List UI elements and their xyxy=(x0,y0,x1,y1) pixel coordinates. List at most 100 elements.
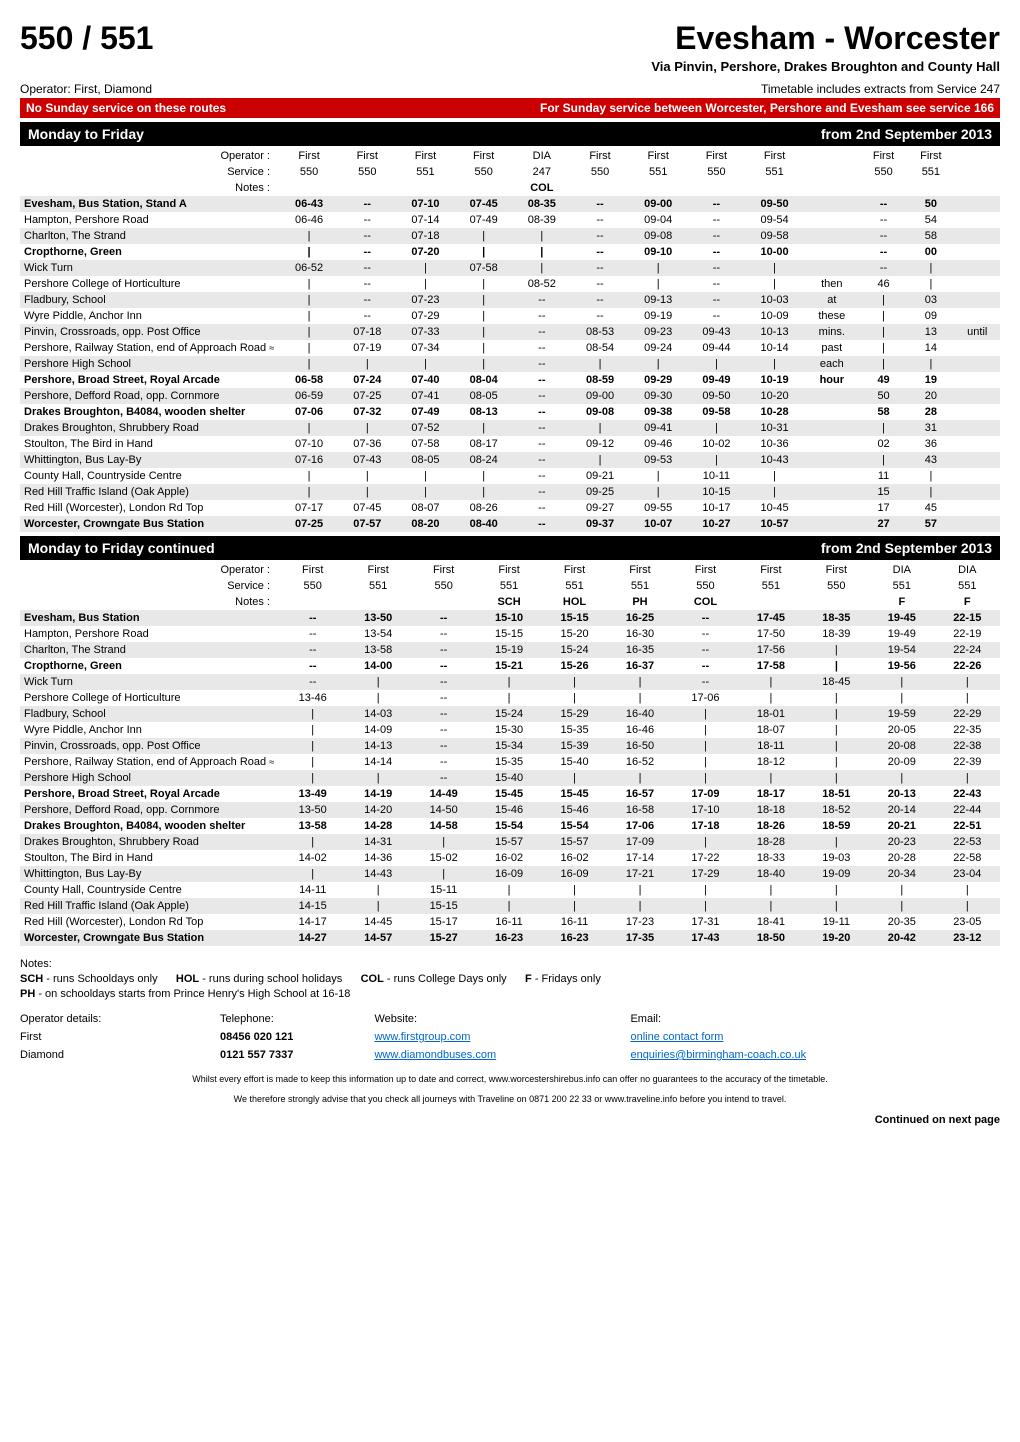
time-cell: | xyxy=(673,722,738,738)
time-cell: | xyxy=(455,420,513,436)
header-cell: First xyxy=(396,148,454,164)
time-cell: 07-24 xyxy=(338,372,396,388)
time-cell: | xyxy=(687,452,745,468)
header-cell xyxy=(738,594,803,610)
table-row: Red Hill (Worcester), London Rd Top07-17… xyxy=(20,500,1000,516)
stop-name: Cropthorne, Green xyxy=(20,244,280,260)
time-cell: -- xyxy=(411,658,476,674)
time-cell: 31 xyxy=(907,420,954,436)
link[interactable]: online contact form xyxy=(630,1031,723,1043)
header-cell: 551 xyxy=(607,578,672,594)
time-cell: 14-19 xyxy=(345,786,410,802)
time-cell: 07-43 xyxy=(338,452,396,468)
stop-name: Fladbury, School xyxy=(20,292,280,308)
time-cell: 07-10 xyxy=(396,196,454,212)
stop-name: Charlton, The Strand xyxy=(20,642,280,658)
time-cell: 16-35 xyxy=(607,642,672,658)
header-cell xyxy=(396,180,454,196)
time-cell: 09-49 xyxy=(687,372,745,388)
time-cell: | xyxy=(860,324,907,340)
time-cell: 16-11 xyxy=(476,914,541,930)
time-cell: 19-09 xyxy=(804,866,869,882)
time-cell: 58 xyxy=(860,404,907,420)
time-cell: 15-39 xyxy=(542,738,607,754)
header-label: Service : xyxy=(20,578,280,594)
time-cell: 14-15 xyxy=(280,898,345,914)
time-cell: | xyxy=(455,484,513,500)
time-cell: 08-40 xyxy=(455,516,513,532)
time-cell: 07-58 xyxy=(455,260,513,276)
time-cell: 10-14 xyxy=(746,340,804,356)
stop-name: Evesham, Bus Station xyxy=(20,610,280,626)
time-cell: 16-23 xyxy=(476,930,541,946)
time-cell: 08-05 xyxy=(455,388,513,404)
time-cell: 09-41 xyxy=(629,420,687,436)
link[interactable]: www.firstgroup.com xyxy=(374,1031,470,1043)
time-cell: | xyxy=(455,292,513,308)
time-cell: | xyxy=(513,244,571,260)
header-cell: 550 xyxy=(455,164,513,180)
time-cell xyxy=(955,500,1000,516)
time-cell: 22-43 xyxy=(935,786,1000,802)
time-cell: -- xyxy=(411,754,476,770)
time-cell: 10-02 xyxy=(687,436,745,452)
time-cell: 20-23 xyxy=(869,834,934,850)
section2-title-left: Monday to Friday continued xyxy=(28,540,215,556)
time-cell: 06-46 xyxy=(280,212,338,228)
time-cell: 10-45 xyxy=(746,500,804,516)
time-cell: 15-26 xyxy=(542,658,607,674)
table-row: Wyre Piddle, Anchor Inn|14-09--15-3015-3… xyxy=(20,722,1000,738)
time-cell: 15-20 xyxy=(542,626,607,642)
header-row: Notes :SCHHOLPHCOLFF xyxy=(20,594,1000,610)
time-cell: | xyxy=(396,276,454,292)
table-row: Wyre Piddle, Anchor Inn|--07-29|----09-1… xyxy=(20,308,1000,324)
time-cell: | xyxy=(345,882,410,898)
time-cell: -- xyxy=(673,674,738,690)
time-cell xyxy=(955,468,1000,484)
time-cell: | xyxy=(280,834,345,850)
section1-title-left: Monday to Friday xyxy=(28,126,144,142)
time-cell: | xyxy=(907,468,954,484)
time-cell: 09-12 xyxy=(571,436,629,452)
time-cell: 07-45 xyxy=(455,196,513,212)
time-cell xyxy=(804,260,860,276)
time-cell: 09-54 xyxy=(746,212,804,228)
time-cell: | xyxy=(629,484,687,500)
stop-name: Red Hill Traffic Island (Oak Apple) xyxy=(20,898,280,914)
time-cell: 17-22 xyxy=(673,850,738,866)
time-cell: -- xyxy=(513,516,571,532)
time-cell: 15-10 xyxy=(476,610,541,626)
time-cell: -- xyxy=(860,212,907,228)
time-cell: 08-54 xyxy=(571,340,629,356)
header-cell: First xyxy=(738,562,803,578)
time-cell: 09-30 xyxy=(629,388,687,404)
time-cell: 15-15 xyxy=(411,898,476,914)
time-cell: 18-17 xyxy=(738,786,803,802)
time-cell: 07-29 xyxy=(396,308,454,324)
header-cell xyxy=(907,180,954,196)
time-cell: 10-19 xyxy=(746,372,804,388)
link[interactable]: enquiries@birmingham-coach.co.uk xyxy=(630,1049,806,1061)
time-cell: 17-10 xyxy=(673,802,738,818)
time-cell: 10-27 xyxy=(687,516,745,532)
time-cell: | xyxy=(476,674,541,690)
header-cell: 551 xyxy=(869,578,934,594)
link[interactable]: www.diamondbuses.com xyxy=(374,1049,496,1061)
time-cell xyxy=(955,516,1000,532)
header-cell xyxy=(804,164,860,180)
time-cell: | xyxy=(396,468,454,484)
time-cell: 07-18 xyxy=(396,228,454,244)
time-cell: 10-11 xyxy=(687,468,745,484)
header-label: Operator : xyxy=(20,148,280,164)
time-cell: -- xyxy=(411,706,476,722)
stop-name: Worcester, Crowngate Bus Station xyxy=(20,930,280,946)
header-cell: 551 xyxy=(907,164,954,180)
time-cell: -- xyxy=(571,212,629,228)
header-cell xyxy=(955,164,1000,180)
header-cell: First xyxy=(345,562,410,578)
time-cell: 16-09 xyxy=(476,866,541,882)
time-cell: 08-13 xyxy=(455,404,513,420)
time-cell: 10-13 xyxy=(746,324,804,340)
stop-name: Red Hill Traffic Island (Oak Apple) xyxy=(20,484,280,500)
time-cell: -- xyxy=(687,244,745,260)
